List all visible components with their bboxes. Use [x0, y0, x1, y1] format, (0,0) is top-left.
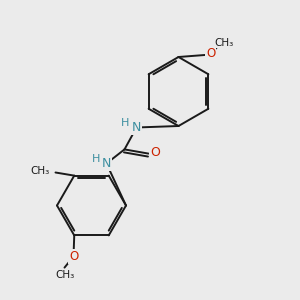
Text: N: N	[102, 157, 111, 170]
Text: O: O	[150, 146, 160, 159]
Text: CH₃: CH₃	[214, 38, 234, 48]
Text: CH₃: CH₃	[30, 166, 50, 176]
Text: H: H	[121, 118, 129, 128]
Text: O: O	[206, 46, 215, 60]
Text: H: H	[92, 154, 100, 164]
Text: N: N	[132, 121, 141, 134]
Text: CH₃: CH₃	[55, 270, 74, 280]
Text: O: O	[69, 250, 78, 263]
